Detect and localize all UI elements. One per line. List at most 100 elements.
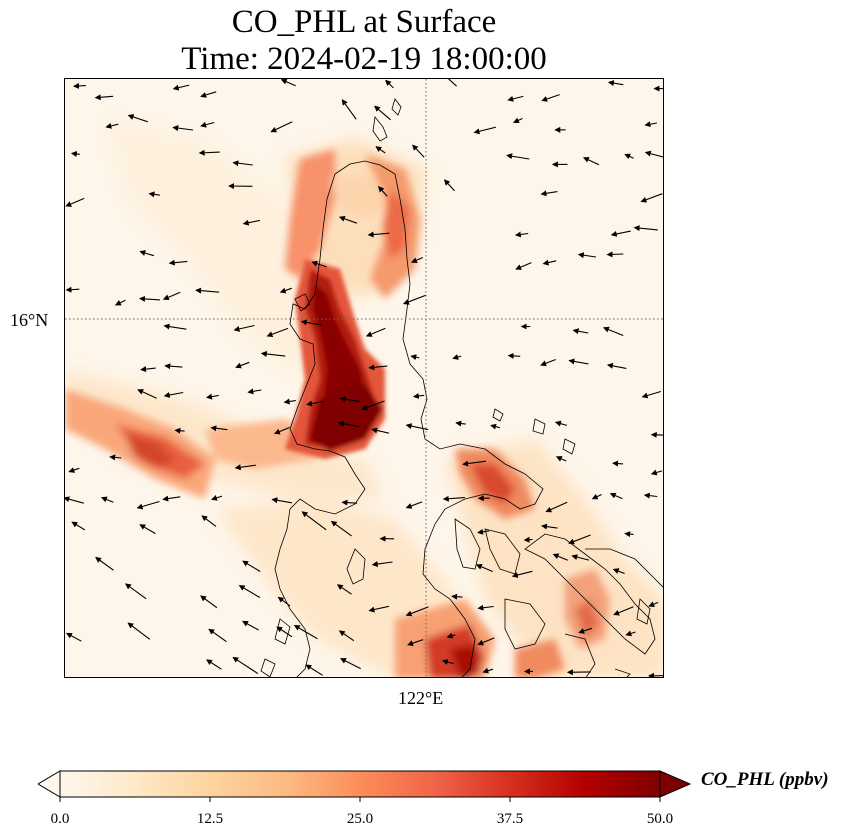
wind-arrow bbox=[109, 454, 122, 461]
wind-arrow bbox=[136, 500, 160, 510]
wind-arrow bbox=[206, 659, 222, 670]
wind-arrow bbox=[552, 553, 569, 561]
wind-arrow bbox=[162, 291, 181, 301]
wind-arrow bbox=[650, 469, 663, 476]
wind-arrow bbox=[172, 125, 194, 132]
wind-arrow bbox=[198, 149, 220, 156]
wind-arrow bbox=[506, 153, 530, 160]
wind-arrow bbox=[447, 79, 457, 87]
wind-arrow bbox=[477, 637, 495, 646]
wind-arrow bbox=[94, 94, 114, 101]
colorbar-gradient bbox=[59, 770, 661, 798]
wind-arrow bbox=[554, 420, 568, 427]
gridlines bbox=[65, 79, 663, 677]
wind-arrow bbox=[70, 150, 80, 157]
colorbar-tick-label: 25.0 bbox=[346, 811, 374, 827]
wind-arrow bbox=[242, 560, 261, 572]
wind-arrow bbox=[578, 627, 593, 634]
wind-arrow bbox=[365, 327, 386, 337]
wind-arrow bbox=[568, 358, 589, 365]
wind-arrow bbox=[341, 99, 357, 120]
wind-arrow bbox=[238, 585, 261, 598]
wind-arrow bbox=[235, 361, 250, 369]
wind-arrow bbox=[407, 639, 424, 647]
wind-arrow bbox=[385, 79, 394, 89]
wind-arrow bbox=[451, 593, 463, 600]
wind-arrow bbox=[452, 354, 462, 360]
wind-arrow bbox=[105, 122, 119, 129]
wind-arrow bbox=[361, 400, 385, 411]
wind-arrow bbox=[206, 393, 219, 400]
wind-arrow bbox=[512, 117, 523, 124]
wind-arrow bbox=[127, 622, 151, 640]
wind-arrow bbox=[644, 121, 657, 128]
wind-arrow bbox=[648, 601, 659, 607]
wind-arrow bbox=[242, 620, 259, 631]
wind-arrow bbox=[338, 630, 355, 642]
wind-arrow bbox=[293, 624, 318, 640]
wind-arrow bbox=[606, 362, 627, 369]
colorbar-tick-label: 0.0 bbox=[50, 811, 70, 827]
wind-arrow bbox=[375, 146, 386, 154]
wind-arrow bbox=[367, 231, 390, 238]
wind-arrow bbox=[582, 157, 600, 166]
wind-arrow bbox=[341, 499, 358, 506]
wind-arrow bbox=[337, 420, 360, 428]
wind-arrow bbox=[273, 426, 290, 435]
wind-arrow bbox=[210, 425, 228, 432]
wind-arrow bbox=[405, 606, 429, 617]
wind-arrow bbox=[247, 388, 262, 395]
wind-arrow bbox=[336, 584, 352, 595]
wind-arrow bbox=[643, 492, 658, 499]
wind-arrow bbox=[340, 658, 361, 670]
wind-arrow bbox=[163, 323, 187, 330]
wind-arrow bbox=[640, 193, 663, 203]
wind-arrow bbox=[95, 556, 114, 571]
wind-arrow bbox=[650, 431, 663, 438]
colorbar-tick-label: 37.5 bbox=[496, 811, 524, 827]
wind-arrow bbox=[208, 628, 227, 643]
wind-arrow bbox=[100, 496, 114, 503]
map-panel[interactable] bbox=[64, 78, 664, 678]
wind-arrow bbox=[277, 596, 291, 607]
wind-arrow bbox=[442, 495, 465, 502]
colorbar-tick-label: 50.0 bbox=[646, 811, 674, 827]
map-title: CO_PHL at Surface bbox=[231, 4, 497, 40]
coastlines bbox=[260, 98, 663, 677]
wind-arrow bbox=[71, 521, 86, 531]
wind-arrow bbox=[523, 536, 533, 543]
wind-arrow bbox=[443, 179, 455, 192]
wind-arrow bbox=[163, 391, 184, 398]
wind-arrow bbox=[338, 215, 358, 224]
colorbar bbox=[38, 770, 692, 802]
wind-arrow bbox=[174, 427, 185, 434]
wind-arrow bbox=[168, 259, 188, 266]
wind-arrow bbox=[412, 144, 425, 158]
wind-arrow bbox=[148, 191, 160, 198]
wind-arrow bbox=[271, 497, 292, 504]
map-subtitle-time: Time: 2024-02-19 18:00:00 bbox=[181, 41, 547, 77]
wind-arrow bbox=[172, 84, 190, 91]
wind-arrow bbox=[541, 523, 558, 530]
wind-arrow bbox=[591, 493, 602, 500]
wind-arrow bbox=[276, 626, 293, 638]
wind-arrow bbox=[514, 231, 529, 238]
wind-arrow bbox=[542, 259, 557, 266]
wind-arrow bbox=[577, 252, 597, 259]
wind-arrow bbox=[139, 295, 160, 302]
wind-arrow bbox=[233, 324, 255, 332]
wind-arrow bbox=[490, 423, 500, 430]
wind-arrow bbox=[477, 528, 490, 535]
wind-arrow bbox=[602, 326, 624, 337]
wind-arrow bbox=[283, 398, 296, 405]
colorbar-tick-label: 12.5 bbox=[196, 811, 224, 827]
wind-arrow bbox=[65, 496, 84, 504]
wind-arrow bbox=[139, 250, 155, 257]
wind-arrow bbox=[515, 262, 532, 270]
wind-arrow bbox=[545, 501, 568, 513]
wind-arrow bbox=[371, 561, 393, 567]
wind-arrow bbox=[279, 287, 293, 294]
wind-arrow bbox=[305, 664, 323, 676]
wind-arrow bbox=[625, 630, 636, 637]
wind-arrow bbox=[65, 197, 85, 207]
